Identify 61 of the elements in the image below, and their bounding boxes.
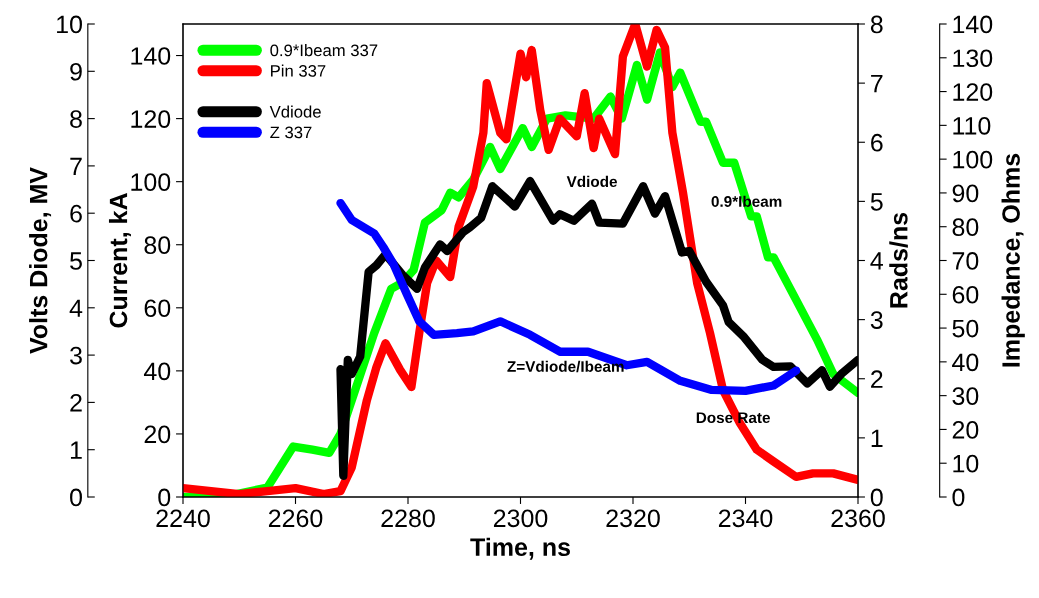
y-tick-label: 8 bbox=[70, 110, 82, 128]
y2-tick-label: 70 bbox=[952, 252, 979, 270]
x-tick-label: 2280 bbox=[381, 509, 435, 528]
y2-tick-label: 3 bbox=[870, 311, 883, 329]
y2-tick-label: 0 bbox=[952, 488, 965, 507]
y2-tick-label: 2 bbox=[871, 370, 883, 388]
x-tick-label: 2360 bbox=[831, 509, 885, 528]
y2-tick-label: 10 bbox=[953, 454, 979, 473]
y-axis-title: Volts Diode, MV bbox=[29, 167, 52, 354]
y-tick-label: 0 bbox=[70, 488, 82, 507]
y2-tick-label: 140 bbox=[953, 15, 993, 34]
legend-label: 0.9*Ibeam 337 bbox=[270, 44, 378, 57]
y2-tick-label: 90 bbox=[952, 184, 979, 203]
y2-tick-label: 50 bbox=[952, 319, 979, 338]
y-tick-label: 80 bbox=[144, 236, 171, 255]
y-tick-label: 1 bbox=[70, 441, 82, 459]
y-axis-title: Current, kA bbox=[108, 193, 131, 328]
y2-tick-label: 60 bbox=[952, 285, 979, 304]
x-axis-title: Time, ns bbox=[470, 537, 570, 560]
y2-tick-label: 0 bbox=[870, 488, 883, 507]
x-tick-label: 2260 bbox=[268, 509, 323, 528]
y2-axis-title: Rads/ns bbox=[889, 212, 908, 308]
annotation: Z=Vdiode/Ibeam bbox=[507, 360, 624, 373]
legend-label: Pin 337 bbox=[271, 64, 326, 77]
y-tick-label: 10 bbox=[57, 15, 82, 34]
y-tick-label: 2 bbox=[70, 394, 82, 412]
y2-tick-label: 20 bbox=[952, 421, 979, 439]
annotation: Vdiode bbox=[566, 175, 617, 188]
y2-tick-label: 1 bbox=[871, 429, 883, 447]
y2-tick-label: 100 bbox=[953, 150, 993, 169]
legend-label: Vdiode bbox=[269, 105, 321, 118]
y2-axis-title: Impedance, Ohms bbox=[1001, 153, 1025, 367]
y-tick-label: 0 bbox=[158, 488, 171, 507]
y2-tick-label: 120 bbox=[953, 83, 993, 101]
y-tick-label: 100 bbox=[131, 173, 171, 191]
y-tick-label: 6 bbox=[70, 204, 82, 223]
y-tick-label: 4 bbox=[69, 299, 83, 317]
y2-tick-label: 40 bbox=[952, 353, 979, 372]
y2-tick-label: 8 bbox=[870, 15, 883, 34]
y-tick-label: 9 bbox=[70, 62, 82, 81]
legend-label: Z 337 bbox=[270, 126, 312, 139]
y2-tick-label: 130 bbox=[953, 49, 993, 68]
x-tick-label: 2240 bbox=[156, 509, 210, 528]
y-tick-label: 5 bbox=[70, 252, 82, 270]
y-tick-label: 20 bbox=[144, 425, 171, 444]
y-tick-label: 60 bbox=[144, 299, 171, 318]
y2-tick-label: 7 bbox=[871, 74, 883, 93]
x-tick-label: 2300 bbox=[493, 509, 548, 528]
y-tick-label: 40 bbox=[143, 362, 171, 381]
y2-tick-label: 6 bbox=[871, 133, 883, 152]
y-tick-label: 3 bbox=[70, 346, 82, 365]
y2-tick-label: 30 bbox=[952, 387, 979, 405]
y2-tick-label: 5 bbox=[870, 193, 883, 211]
x-tick-label: 2320 bbox=[606, 509, 660, 528]
x-tick-label: 2340 bbox=[718, 509, 773, 528]
y2-tick-label: 4 bbox=[870, 252, 883, 270]
y-tick-label: 140 bbox=[131, 47, 171, 65]
y-tick-label: 120 bbox=[131, 110, 171, 128]
y-tick-label: 7 bbox=[70, 157, 82, 175]
y2-tick-label: 110 bbox=[953, 116, 991, 135]
y2-tick-label: 80 bbox=[952, 218, 979, 237]
